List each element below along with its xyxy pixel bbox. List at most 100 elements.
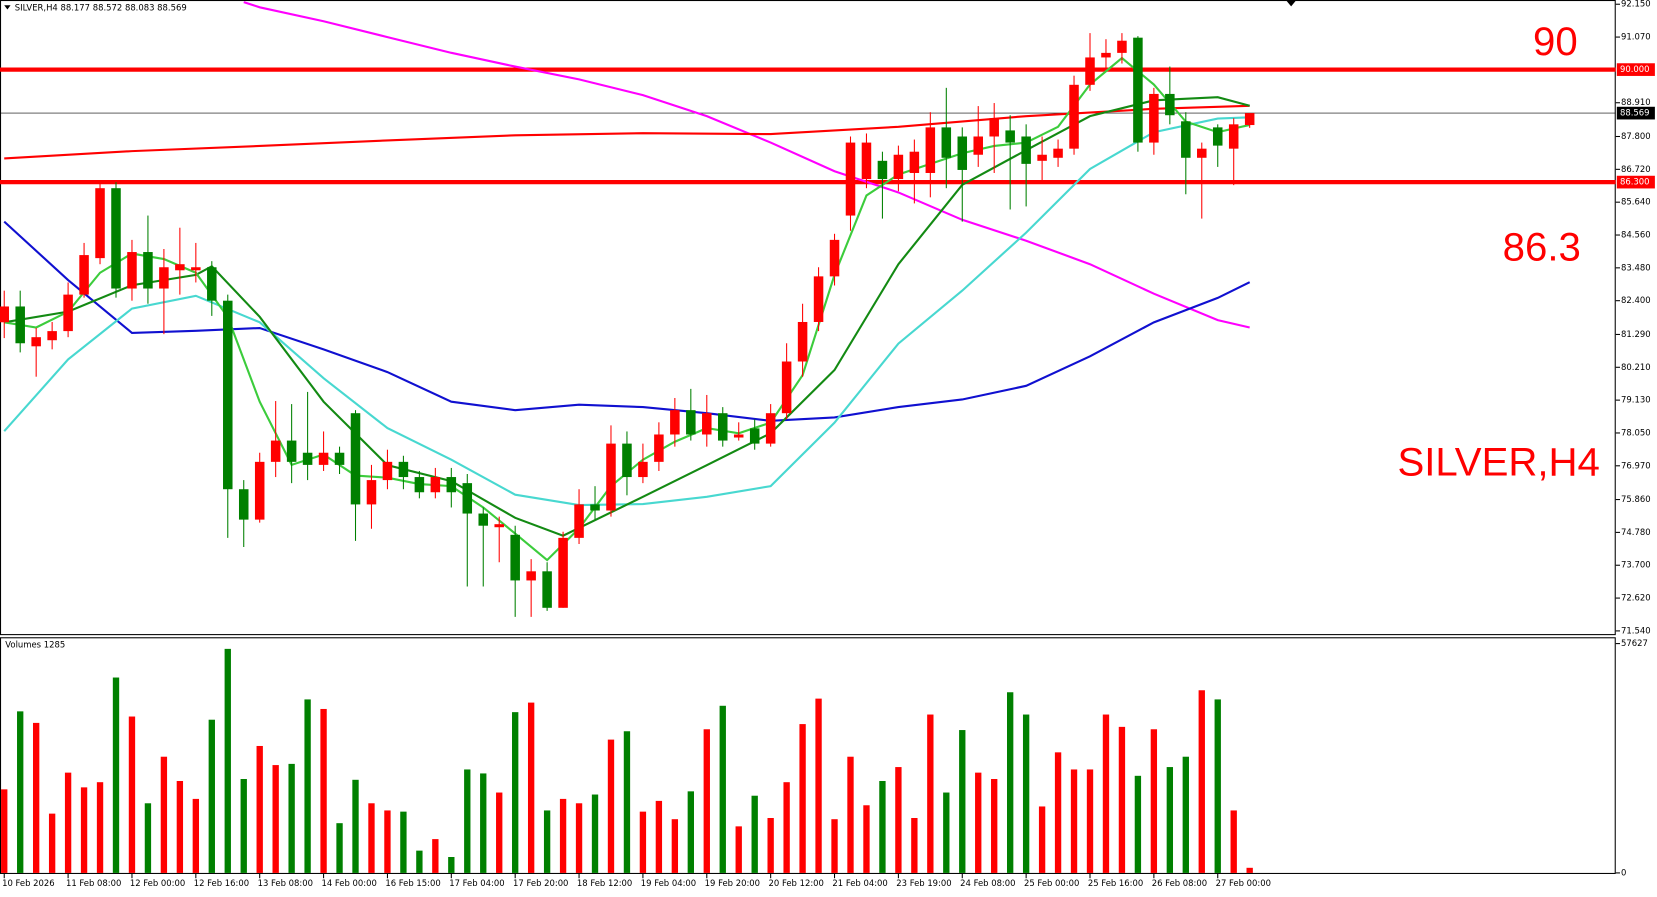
candle-body [31,337,41,347]
volume-bar [384,810,391,873]
volume-bar [1070,769,1078,873]
header-close: 88.569 [157,2,187,12]
volume-bar [879,780,886,873]
candle-body [558,537,568,608]
price-box [1616,106,1655,120]
volume-bar [48,813,56,873]
volume-bar [1246,867,1253,873]
candle-body [1053,148,1063,158]
candle-body [15,306,25,344]
candle-body [606,443,616,511]
y-tick-label: 71.540 [1621,625,1651,635]
y-tick-label: 88.910 [1621,97,1651,107]
x-tick-label: 25 Feb 16:00 [1088,878,1143,888]
volume-tick-label: 0 [1621,867,1626,877]
candle-body [861,142,872,180]
candle-body [462,483,473,514]
y-tick-label: 85.640 [1621,197,1651,207]
candle-body [79,255,89,295]
x-tick-label: 13 Feb 08:00 [258,878,313,888]
volume-bar [895,767,902,873]
volume-bar [591,794,599,873]
symbol: SILVER,H4 [15,2,58,12]
candle-body [143,252,153,289]
x-tick-label: 18 Feb 12:00 [577,878,632,888]
volume-bar [1086,769,1094,873]
candle-body [526,571,536,581]
volume-bar [783,782,790,873]
volume-bar [1134,775,1142,873]
y-tick-label: 81.290 [1621,329,1651,339]
candle-body [925,127,936,173]
volume-bar [64,772,72,873]
volume-bar [543,810,551,873]
candle-body [494,524,504,528]
candle-body [542,571,552,608]
volume-bar [991,779,998,873]
candle-body [989,118,999,137]
candle-body [702,413,712,435]
volume-bar [527,702,535,873]
candle-body [127,252,137,289]
volume-bar [96,782,104,873]
candle-body [1133,37,1143,143]
candle-body [638,461,648,478]
volume-bar [639,811,647,873]
candle-body [302,452,313,465]
candle-body [829,239,840,277]
candle-body [350,413,361,505]
volume-bar [1,789,8,873]
volume-bar [288,763,295,873]
level-annotation: 86.3 [1503,224,1581,269]
y-tick-label: 91.070 [1621,32,1651,42]
candle-body [973,136,983,155]
x-tick-label: 21 Feb 04:00 [832,878,887,888]
volume-bar [751,795,758,873]
volume-bar [192,798,200,873]
volume-bar [208,719,215,873]
candle-body [670,410,680,435]
volume-bar [176,780,184,873]
y-tick-label: 87.800 [1621,131,1651,141]
candle-body [1085,57,1095,85]
y-tick-label: 74.780 [1621,527,1651,537]
volume-bar [304,699,311,873]
candle-body [909,151,920,173]
candle-body [159,267,169,289]
volume-bar [1118,726,1126,873]
x-tick-label: 16 Feb 15:00 [385,878,440,888]
y-tick-label: 73.700 [1621,560,1651,570]
volume-bar [1230,810,1237,873]
moving-average [4,96,1250,537]
volume-bar [1006,692,1014,873]
volume-bar [735,826,742,873]
candle-body [382,461,393,481]
header: SILVER,H4 88.177 88.572 88.083 88.569 [15,2,187,12]
level-annotation: 90 [1533,19,1578,64]
x-tick-label: 24 Feb 08:00 [960,878,1015,888]
candle-body [63,294,73,332]
volume-tick-label: 57627 [1621,638,1648,648]
symbol-label: SILVER,H4 [1397,440,1599,485]
candle-body [1244,113,1255,126]
candle-body [686,410,696,435]
volume-last: 1285 [44,639,65,649]
candle-body [877,160,888,180]
volume-bar [448,857,455,873]
volume-bar [559,798,567,873]
volume-bar [464,769,471,873]
candle-body [286,440,297,462]
y-tick-label: 76.970 [1621,460,1651,470]
volume-bar [80,787,88,873]
volume-bar [799,724,806,873]
x-tick-label: 10 Feb 2026 [2,878,55,888]
x-tick-label: 12 Feb 16:00 [194,878,249,888]
candle-body [797,321,808,362]
volume-bar [256,745,263,873]
candle-body [318,452,329,465]
y-tick-label: 86.720 [1621,164,1651,174]
candle-body [941,127,952,158]
volume-bar [719,705,726,873]
